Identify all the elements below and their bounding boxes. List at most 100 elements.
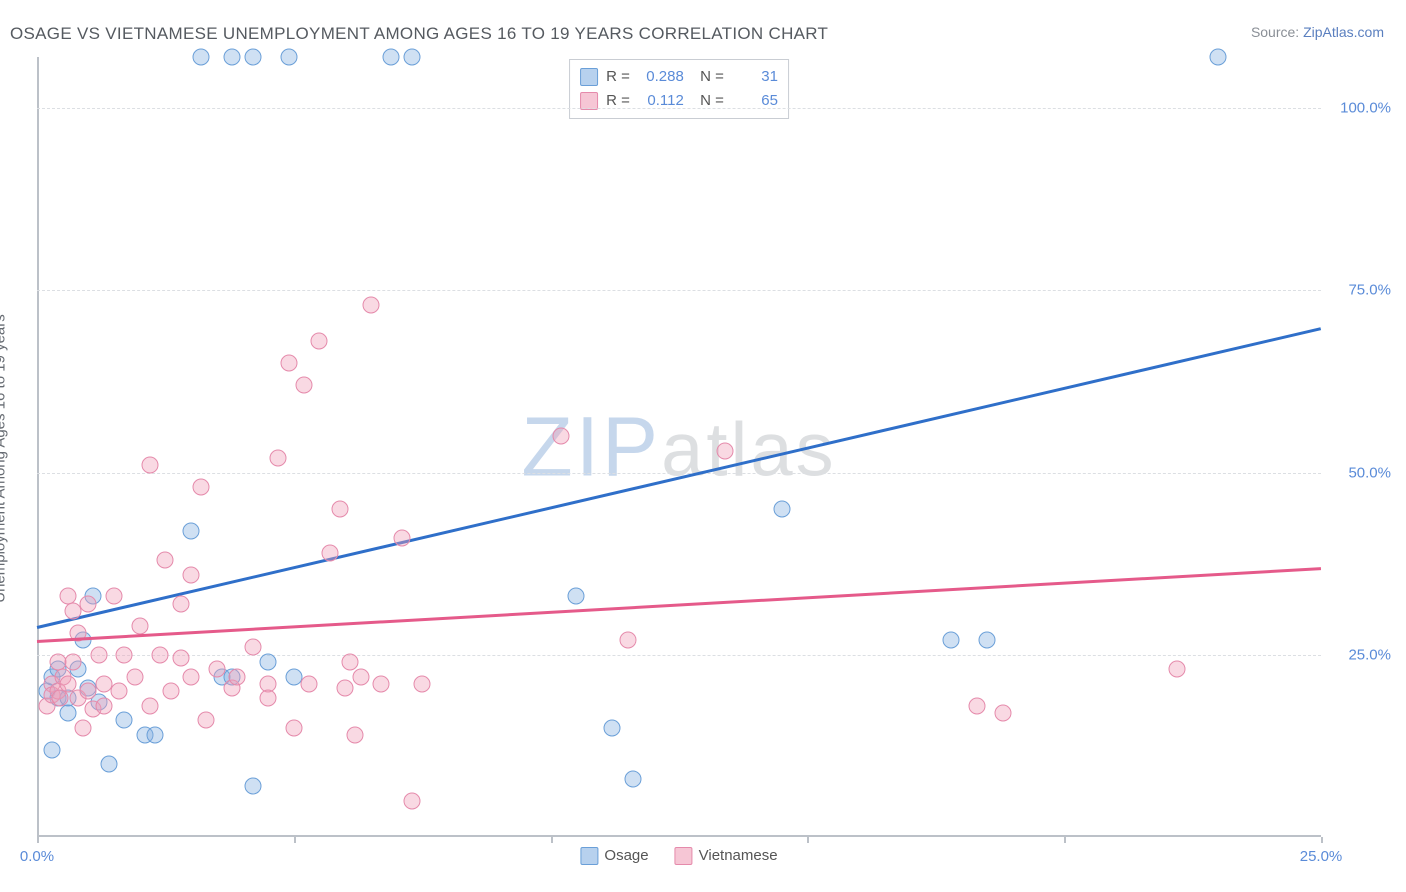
- data-point-vietnamese: [1169, 661, 1186, 678]
- data-point-vietnamese: [90, 646, 107, 663]
- data-point-vietnamese: [393, 530, 410, 547]
- data-point-vietnamese: [183, 668, 200, 685]
- data-point-osage: [260, 654, 277, 671]
- data-point-vietnamese: [152, 646, 169, 663]
- data-point-vietnamese: [244, 639, 261, 656]
- x-tick: [37, 837, 39, 843]
- x-tick: [1064, 837, 1066, 843]
- legend-r-value-osage: 0.288: [638, 65, 684, 89]
- watermark: ZIPatlas: [521, 399, 836, 496]
- data-point-vietnamese: [229, 668, 246, 685]
- trend-line-osage: [37, 327, 1322, 628]
- data-point-vietnamese: [968, 697, 985, 714]
- y-tick-label: 25.0%: [1348, 646, 1391, 663]
- data-point-vietnamese: [131, 617, 148, 634]
- legend-row-vietnamese: R = 0.112 N = 65: [580, 89, 778, 113]
- data-point-vietnamese: [172, 650, 189, 667]
- legend-item-osage: Osage: [580, 847, 648, 865]
- data-point-vietnamese: [280, 355, 297, 372]
- legend-label-vietnamese: Vietnamese: [699, 847, 778, 864]
- source-attribution: Source: ZipAtlas.com: [1251, 24, 1384, 40]
- data-point-vietnamese: [270, 449, 287, 466]
- x-tick: [1321, 837, 1323, 843]
- gridline: [37, 290, 1321, 291]
- legend-n-value-osage: 31: [732, 65, 778, 89]
- legend-n-value-vietnamese: 65: [732, 89, 778, 113]
- data-point-vietnamese: [311, 333, 328, 350]
- swatch-osage: [580, 68, 598, 86]
- data-point-osage: [383, 49, 400, 66]
- y-tick-label: 50.0%: [1348, 464, 1391, 481]
- data-point-osage: [193, 49, 210, 66]
- data-point-osage: [116, 712, 133, 729]
- swatch-osage: [580, 847, 598, 865]
- x-tick: [807, 837, 809, 843]
- data-point-vietnamese: [362, 296, 379, 313]
- data-point-vietnamese: [260, 690, 277, 707]
- x-tick: [551, 837, 553, 843]
- gridline: [37, 655, 1321, 656]
- data-point-osage: [59, 705, 76, 722]
- data-point-vietnamese: [80, 683, 97, 700]
- data-point-vietnamese: [414, 675, 431, 692]
- data-point-osage: [244, 777, 261, 794]
- data-point-vietnamese: [332, 500, 349, 517]
- data-point-vietnamese: [116, 646, 133, 663]
- data-point-vietnamese: [552, 428, 569, 445]
- data-point-osage: [943, 632, 960, 649]
- data-point-osage: [979, 632, 996, 649]
- data-point-osage: [183, 522, 200, 539]
- data-point-vietnamese: [347, 726, 364, 743]
- legend-row-osage: R = 0.288 N = 31: [580, 65, 778, 89]
- data-point-vietnamese: [193, 479, 210, 496]
- swatch-vietnamese: [675, 847, 693, 865]
- legend-label-osage: Osage: [604, 847, 648, 864]
- data-point-vietnamese: [162, 683, 179, 700]
- x-tick-label: 25.0%: [1300, 848, 1343, 865]
- data-point-osage: [1210, 49, 1227, 66]
- data-point-osage: [568, 588, 585, 605]
- source-label: Source:: [1251, 24, 1303, 40]
- legend-r-value-vietnamese: 0.112: [638, 89, 684, 113]
- data-point-vietnamese: [183, 566, 200, 583]
- data-point-osage: [280, 49, 297, 66]
- data-point-osage: [604, 719, 621, 736]
- trend-line-vietnamese: [37, 567, 1321, 642]
- data-point-osage: [44, 741, 61, 758]
- correlation-legend: R = 0.288 N = 31 R = 0.112 N = 65: [569, 59, 789, 119]
- legend-n-label: N =: [692, 89, 724, 113]
- data-point-vietnamese: [141, 457, 158, 474]
- data-point-vietnamese: [198, 712, 215, 729]
- data-point-osage: [624, 770, 641, 787]
- data-point-vietnamese: [373, 675, 390, 692]
- data-point-vietnamese: [208, 661, 225, 678]
- watermark-rest: atlas: [661, 408, 837, 493]
- legend-r-label: R =: [606, 65, 630, 89]
- series-legend: Osage Vietnamese: [580, 847, 777, 865]
- data-point-vietnamese: [75, 719, 92, 736]
- data-point-vietnamese: [717, 442, 734, 459]
- source-link[interactable]: ZipAtlas.com: [1303, 24, 1384, 40]
- data-point-osage: [224, 49, 241, 66]
- legend-item-vietnamese: Vietnamese: [675, 847, 778, 865]
- data-point-vietnamese: [321, 544, 338, 561]
- x-tick-label: 0.0%: [20, 848, 54, 865]
- data-point-vietnamese: [403, 792, 420, 809]
- data-point-vietnamese: [126, 668, 143, 685]
- data-point-vietnamese: [337, 679, 354, 696]
- data-point-osage: [147, 726, 164, 743]
- y-tick-label: 100.0%: [1340, 100, 1391, 117]
- data-point-vietnamese: [64, 603, 81, 620]
- data-point-osage: [244, 49, 261, 66]
- data-point-vietnamese: [352, 668, 369, 685]
- data-point-osage: [403, 49, 420, 66]
- data-point-vietnamese: [52, 690, 69, 707]
- data-point-vietnamese: [296, 377, 313, 394]
- legend-n-label: N =: [692, 65, 724, 89]
- watermark-big: ZIP: [521, 400, 661, 494]
- gridline: [37, 473, 1321, 474]
- scatter-plot: ZIPatlas R = 0.288 N = 31 R = 0.112 N = …: [37, 57, 1321, 837]
- data-point-vietnamese: [64, 654, 81, 671]
- chart-title: OSAGE VS VIETNAMESE UNEMPLOYMENT AMONG A…: [10, 24, 828, 44]
- gridline: [37, 108, 1321, 109]
